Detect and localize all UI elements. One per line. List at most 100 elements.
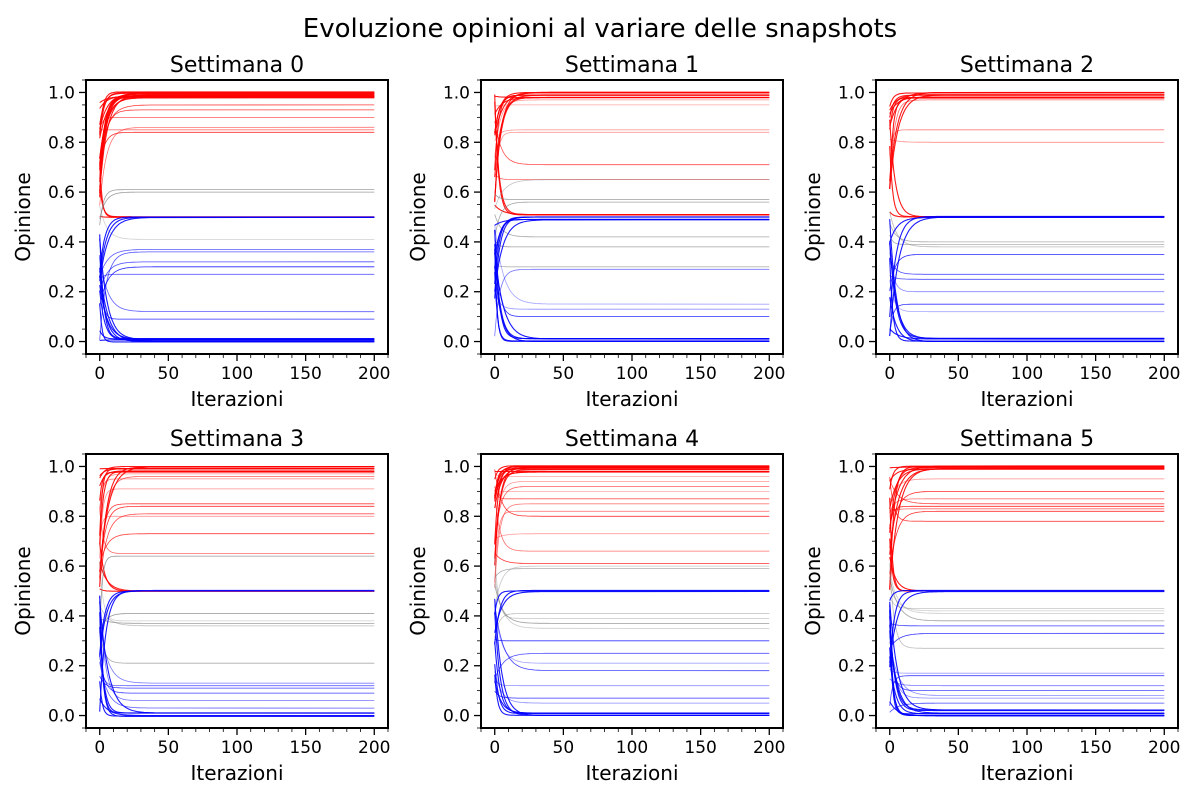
x-tick-label: 150 [289, 738, 321, 758]
red-opinion-line [889, 498, 1165, 514]
blue-opinion-line [889, 610, 1165, 717]
blue-opinion-line [494, 590, 770, 615]
red-opinion-line [889, 491, 1165, 549]
red-opinion-line [99, 513, 375, 585]
y-tick-label: 0.6 [48, 183, 75, 203]
blue-opinion-line [99, 238, 375, 341]
gray-opinion-line [494, 584, 770, 624]
red-opinion-line [494, 92, 770, 201]
red-opinion-line [889, 479, 1165, 505]
blue-opinion-line [494, 224, 770, 305]
blue-opinion-line [494, 690, 770, 699]
red-opinion-line [99, 93, 375, 194]
blue-opinion-line [494, 216, 770, 255]
gray-opinion-line [494, 565, 770, 610]
y-tick-label: 0.8 [443, 507, 470, 527]
y-tick-label: 1.0 [48, 83, 75, 103]
x-tick-label: 150 [684, 364, 716, 384]
red-opinion-line [99, 94, 375, 192]
blue-opinion-line [99, 234, 375, 340]
x-tick-label: 0 [884, 364, 895, 384]
blue-opinion-line [889, 633, 1165, 691]
x-tick-label: 0 [94, 738, 105, 758]
y-tick-label: 0.6 [48, 557, 75, 577]
x-tick-label: 0 [884, 738, 895, 758]
y-tick-label: 0.2 [443, 657, 470, 677]
red-opinion-line [494, 481, 770, 545]
gray-opinion-line [99, 555, 375, 634]
blue-opinion-line [494, 252, 770, 340]
red-opinion-line [889, 129, 1165, 156]
blue-opinion-line [99, 216, 375, 273]
series-lines [99, 465, 375, 717]
red-opinion-line [494, 491, 770, 494]
gray-opinion-line [99, 205, 375, 240]
x-tick-label: 200 [753, 364, 785, 384]
red-opinion-line [889, 468, 1165, 509]
blue-opinion-line [889, 216, 1165, 243]
blue-opinion-line [494, 678, 770, 687]
blue-opinion-line [99, 290, 375, 341]
red-opinion-line [889, 478, 1165, 504]
x-axis-label: Iterazioni [980, 387, 1073, 411]
blue-opinion-line [99, 285, 375, 340]
gray-opinion-line [494, 568, 770, 579]
red-opinion-line [494, 486, 770, 545]
y-tick-label: 1.0 [443, 457, 470, 477]
y-tick-label: 0.0 [838, 333, 865, 353]
red-opinion-line [494, 473, 770, 477]
red-opinion-line [99, 92, 375, 125]
x-tick-label: 200 [358, 738, 390, 758]
blue-opinion-line [494, 589, 770, 645]
red-opinion-line [889, 465, 1165, 530]
blue-opinion-line [99, 661, 375, 709]
gray-opinion-line [889, 223, 1165, 243]
blue-opinion-line [494, 664, 770, 714]
y-tick-label: 0.8 [48, 133, 75, 153]
gray-opinion-line [494, 179, 770, 209]
x-tick-label: 100 [616, 364, 648, 384]
red-opinion-line [494, 96, 770, 203]
red-opinion-line [494, 97, 770, 115]
blue-opinion-line [889, 303, 1165, 336]
subplots-grid: 0 50 100 150 200 0.0 0.2 0.4 0.6 0.8 1.0 Settimana … [11, 53, 1180, 785]
blue-opinion-line [494, 639, 770, 642]
y-tick-label: 0.6 [838, 183, 865, 203]
gray-opinion-line [494, 214, 770, 238]
series-lines [494, 91, 770, 343]
blue-opinion-line [889, 328, 1165, 340]
red-opinion-line [494, 121, 770, 166]
red-opinion-line [494, 533, 770, 540]
blue-opinion-line [99, 330, 375, 340]
red-opinion-line [494, 104, 770, 107]
red-opinion-line [99, 466, 375, 588]
red-opinion-line [494, 91, 770, 134]
blue-opinion-line [99, 216, 375, 278]
blue-opinion-line [494, 216, 770, 284]
y-tick-label: 0.0 [48, 707, 75, 727]
red-opinion-line [99, 509, 375, 554]
x-tick-label: 100 [1011, 364, 1043, 384]
x-axis-label: Iterazioni [190, 761, 283, 785]
red-opinion-line [494, 101, 770, 216]
blue-opinion-line [99, 612, 375, 717]
red-opinion-line [889, 119, 1165, 218]
red-opinion-line [99, 91, 375, 139]
blue-opinion-line [494, 216, 770, 299]
red-opinion-line [494, 172, 770, 180]
red-opinion-line [99, 543, 375, 592]
blue-opinion-line [889, 589, 1165, 601]
y-tick-label: 0.8 [838, 133, 865, 153]
blue-opinion-line [889, 242, 1165, 340]
red-opinion-line [494, 94, 770, 216]
red-opinion-line [494, 552, 770, 564]
blue-opinion-line [889, 252, 1165, 293]
red-opinion-line [99, 104, 375, 163]
x-axis-label: Iterazioni [585, 761, 678, 785]
x-tick-label: 50 [948, 738, 970, 758]
gray-opinion-line [494, 263, 770, 268]
y-tick-label: 0.8 [443, 133, 470, 153]
red-opinion-line [889, 99, 1165, 187]
x-tick-label: 0 [489, 364, 500, 384]
x-tick-label: 100 [616, 738, 648, 758]
